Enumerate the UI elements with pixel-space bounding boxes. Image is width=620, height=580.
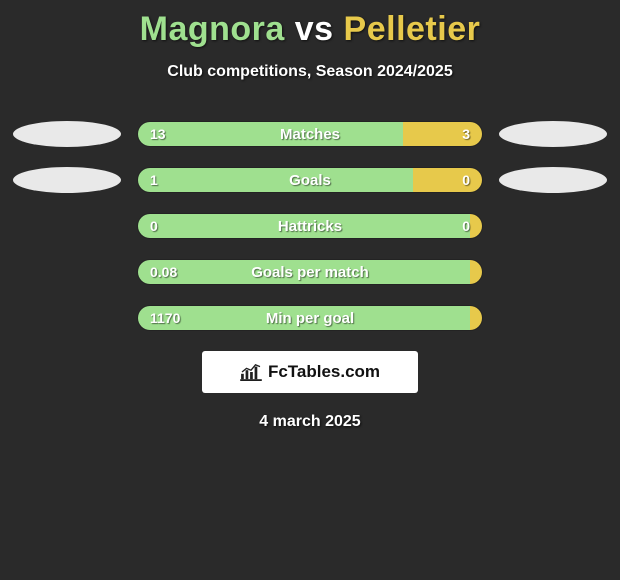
stat-bar: 1170Min per goal <box>137 305 483 331</box>
logo-text: FcTables.com <box>268 362 380 382</box>
player2-marker <box>499 121 607 147</box>
logo: FcTables.com <box>240 362 380 382</box>
stat-bar-right <box>470 306 482 330</box>
comparison-card: Magnora vs Pelletier Club competitions, … <box>0 0 620 580</box>
title-player2: Pelletier <box>344 10 481 48</box>
subtitle: Club competitions, Season 2024/2025 <box>0 63 620 81</box>
stat-bar: 10Goals <box>137 167 483 193</box>
title-player1: Magnora <box>140 10 285 48</box>
stat-value-right: 0 <box>462 172 470 188</box>
stat-value-left: 1170 <box>150 310 180 326</box>
stat-row: 10Goals <box>0 167 620 193</box>
stat-row: 1170Min per goal <box>0 305 620 331</box>
stat-bar-left: 0.08 <box>138 260 470 284</box>
stat-row: 00Hattricks <box>0 213 620 239</box>
stat-rows: 133Matches10Goals00Hattricks0.08Goals pe… <box>0 121 620 331</box>
stat-value-right: 3 <box>462 126 470 142</box>
barchart-icon <box>240 363 262 381</box>
logo-box: FcTables.com <box>202 351 418 393</box>
player2-marker <box>499 167 607 193</box>
stat-value-left: 1 <box>150 172 158 188</box>
stat-value-left: 0 <box>150 218 158 234</box>
player1-marker <box>13 121 121 147</box>
stat-bar: 133Matches <box>137 121 483 147</box>
stat-bar-right <box>470 260 482 284</box>
stat-bar-right: 0 <box>413 168 482 192</box>
stat-bar: 00Hattricks <box>137 213 483 239</box>
stat-bar-right: 3 <box>403 122 482 146</box>
stat-bar-left: 0 <box>138 214 470 238</box>
page-title: Magnora vs Pelletier <box>0 0 620 49</box>
stat-value-left: 0.08 <box>150 264 177 280</box>
date-text: 4 march 2025 <box>0 413 620 431</box>
stat-bar-right: 0 <box>470 214 482 238</box>
stat-bar-left: 13 <box>138 122 403 146</box>
stat-row: 0.08Goals per match <box>0 259 620 285</box>
stat-value-left: 13 <box>150 126 166 142</box>
stat-value-right: 0 <box>462 218 470 234</box>
stat-bar-left: 1 <box>138 168 413 192</box>
stat-bar-left: 1170 <box>138 306 470 330</box>
stat-bar: 0.08Goals per match <box>137 259 483 285</box>
stat-row: 133Matches <box>0 121 620 147</box>
player1-marker <box>13 167 121 193</box>
title-vs: vs <box>295 10 334 48</box>
